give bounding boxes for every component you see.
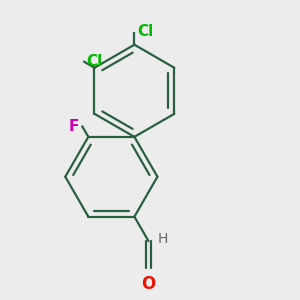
Text: Cl: Cl xyxy=(137,24,153,39)
Text: F: F xyxy=(69,119,80,134)
Text: H: H xyxy=(158,232,168,246)
Text: O: O xyxy=(141,275,156,293)
Text: Cl: Cl xyxy=(87,54,103,69)
